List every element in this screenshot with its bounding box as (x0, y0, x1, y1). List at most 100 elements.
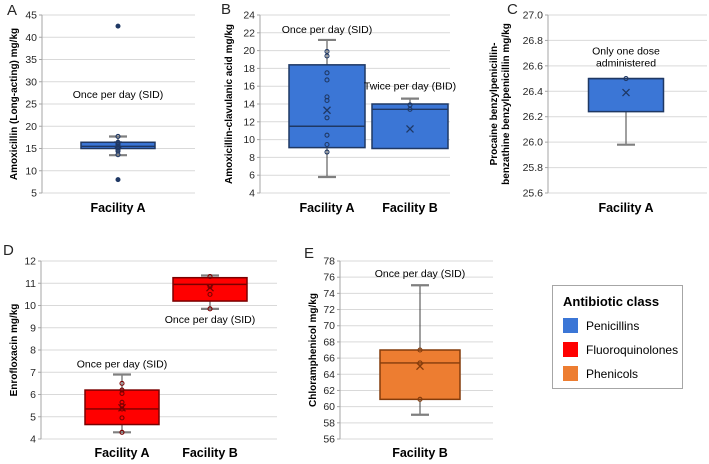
data-point (119, 399, 125, 405)
y-axis-title: Procaine benzylpenicillin- (489, 43, 500, 166)
data-point (324, 132, 330, 138)
y-axis-tick-label: 4 (249, 188, 255, 200)
mean-marker (622, 88, 630, 97)
data-point (115, 152, 121, 158)
legend: Antibiotic class Penicillins Fluoroquinol… (552, 285, 683, 389)
box (172, 276, 248, 302)
y-axis-tick-label: 22 (243, 27, 255, 39)
annotation: Only one dose (592, 46, 660, 58)
mean-marker (323, 106, 331, 115)
mean-marker (416, 362, 424, 371)
y-axis-tick-label: 76 (323, 272, 335, 284)
panel-d-chart: 4 5 6 7 8 9 10 11 12 Enrofloxacin mg/kg Once per d… (9, 256, 277, 460)
y-axis-tick-label: 56 (323, 434, 335, 446)
data-point (417, 396, 423, 402)
y-axis-tick-label: 72 (323, 304, 335, 316)
data-point (324, 115, 330, 121)
annotation: Once per day (SID) (375, 268, 465, 280)
legend-title: Antibiotic class (563, 294, 660, 309)
y-axis-tick-label: 35 (25, 54, 37, 66)
y-axis-tick-label: 25 (25, 99, 37, 111)
data-point (324, 141, 330, 148)
mean-marker (118, 403, 126, 412)
data-point (119, 415, 125, 421)
legend-swatch-phenicols (563, 366, 578, 381)
data-point (119, 429, 125, 435)
panel-d: D 4 5 6 7 8 9 10 11 12 Enrofloxacin mg/kg Once per… (0, 232, 300, 464)
legend-item: Phenicols (563, 366, 678, 381)
y-axis-tick-label: 26.2 (523, 111, 544, 123)
annotation: Twice per day (BID) (364, 80, 456, 92)
panel-a-chart: 5 10 15 20 25 30 35 40 45 Amoxicillin (Long-actin… (9, 10, 195, 215)
y-axis-title: Amoxicillin-clavulanic acid mg/kg (224, 24, 235, 184)
data-point (324, 149, 330, 155)
y-axis-title: Amoxicillin (Long-acting) mg/kg (9, 28, 20, 180)
panel-b-chart: 4 6 8 10 12 14 16 18 20 22 24 Amoxicillin-clavulani… (224, 10, 456, 216)
y-axis-tick-label: 15 (25, 143, 37, 155)
legend-item-label: Fluoroquinolones (586, 342, 679, 357)
mean-marker (206, 283, 214, 292)
y-axis-tick-label: 9 (30, 322, 36, 334)
y-axis-tick-label: 26.4 (523, 86, 544, 98)
annotation: Once per day (SID) (165, 314, 255, 326)
annotation: Once per day (SID) (73, 89, 163, 101)
legend-item-label: Penicillins (586, 318, 640, 333)
panel-c: C 25.6 25.8 26.0 26.2 26.4 26.6 26.8 27.0 Procai… (470, 0, 709, 232)
panel-a-label: A (7, 2, 18, 19)
data-point (324, 97, 330, 103)
y-axis-title: Enrofloxacin mg/kg (9, 304, 20, 397)
y-axis-tick-label: 68 (323, 336, 335, 348)
data-point (207, 274, 213, 280)
y-axis-tick-label: 30 (25, 76, 37, 88)
legend-swatch-penicillins (563, 318, 578, 333)
box (288, 64, 366, 149)
y-axis-tick-label: 64 (323, 369, 335, 381)
y-axis-tick-label: 12 (24, 256, 36, 268)
data-point (119, 380, 125, 386)
legend-swatch-fluoroquinolones (563, 342, 578, 357)
x-axis-category-label: Facility B (182, 446, 238, 460)
panel-b: B 4 6 8 10 12 14 16 18 20 22 24 Amoxicillin-clavula… (210, 0, 458, 232)
y-axis-tick-label: 27.0 (523, 10, 544, 22)
outlier-point (115, 177, 121, 183)
outlier-point (115, 23, 121, 29)
y-axis-tick-label: 25.8 (523, 162, 544, 174)
y-axis-tick-label: 25.6 (523, 188, 544, 200)
data-point (119, 390, 125, 396)
y-axis-tick-label: 16 (243, 81, 255, 93)
y-axis-tick-label: 24 (243, 10, 255, 22)
y-axis-tick-label: 40 (25, 32, 37, 44)
data-point (119, 387, 125, 393)
x-axis-category-label: Facility B (392, 446, 448, 460)
y-axis-title: Chloramphenicol mg/kg (308, 293, 319, 407)
data-point (407, 106, 413, 112)
x-axis-category-label: Facility A (90, 201, 145, 215)
annotation: administered (596, 58, 656, 70)
panel-e: E 56 58 60 62 64 66 68 70 72 74 76 78 Chloramphenico… (290, 232, 550, 464)
y-axis-tick-label: 26.8 (523, 35, 544, 47)
data-point (623, 76, 629, 82)
data-point (207, 306, 213, 312)
y-axis-tick-label: 74 (323, 288, 335, 300)
data-point (324, 77, 330, 83)
y-axis-tick-label: 26.6 (523, 60, 544, 72)
mean-marker (406, 124, 414, 133)
y-axis-tick-label: 5 (31, 188, 37, 200)
y-axis-tick-label: 20 (25, 121, 37, 133)
y-axis-tick-label: 8 (30, 345, 36, 357)
panel-e-label: E (304, 245, 315, 262)
annotation: Once per day (SID) (282, 24, 372, 36)
y-axis-tick-label: 78 (323, 256, 335, 268)
y-axis-tick-label: 18 (243, 63, 255, 75)
y-axis-tick-label: 10 (24, 300, 36, 312)
panel-c-chart: 25.6 25.8 26.0 26.2 26.4 26.6 26.8 27.0 Procaine… (489, 10, 707, 215)
x-axis-category-label: Facility A (598, 201, 653, 215)
panel-e-chart: 56 58 60 62 64 66 68 70 72 74 76 78 Chloramphenicol … (308, 256, 493, 460)
y-axis-tick-label: 14 (243, 99, 255, 111)
data-point (417, 347, 423, 353)
y-axis-tick-label: 58 (323, 417, 335, 429)
y-axis-tick-label: 66 (323, 353, 335, 365)
box (379, 349, 461, 401)
y-axis-tick-label: 12 (243, 116, 255, 128)
